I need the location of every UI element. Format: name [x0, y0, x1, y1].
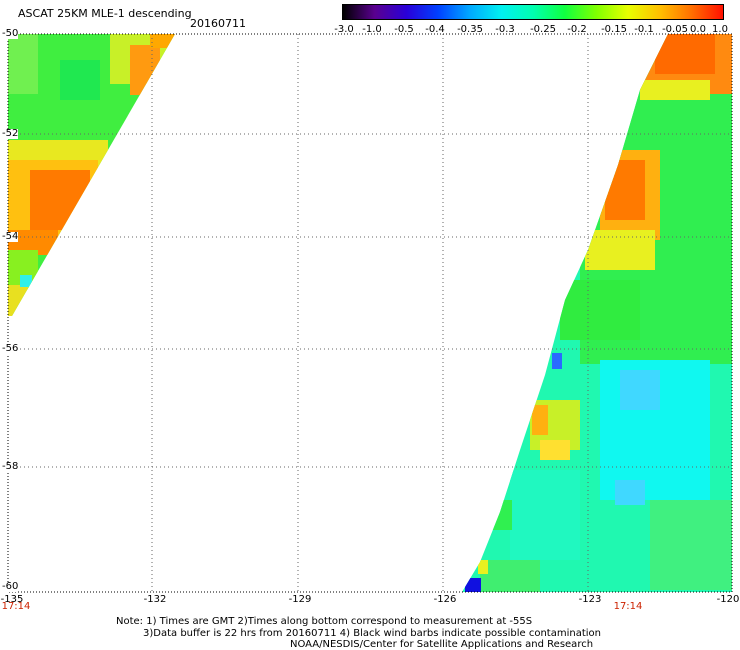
colorbar-label: 0.0	[690, 24, 706, 35]
product-date: 20160711	[190, 17, 246, 30]
colorbar-label: -0.35	[457, 24, 483, 35]
colorbar-label: -0.1	[634, 24, 654, 35]
lon-label: -135	[0, 594, 24, 605]
map-frame	[7, 33, 733, 593]
lat-label: -56	[2, 343, 19, 354]
note-line-1: Note: 1) Times are GMT 2)Times along bot…	[116, 616, 533, 627]
right-swath	[462, 34, 732, 592]
note-line-2: 3)Data buffer is 22 hrs from 20160711 4)…	[143, 628, 601, 639]
lon-label: -129	[288, 594, 312, 605]
colorbar-label: -0.3	[495, 24, 515, 35]
colorbar-label: 1.0	[712, 24, 728, 35]
colorbar-label: -3.0	[334, 24, 354, 35]
colorbar	[342, 4, 724, 20]
lon-label: -132	[143, 594, 167, 605]
colorbar-label: -0.2	[567, 24, 587, 35]
colorbar-label: -0.25	[530, 24, 556, 35]
colorbar-label: -0.5	[394, 24, 414, 35]
time-label: 17:14	[1, 601, 31, 612]
graticule	[8, 34, 732, 592]
colorbar-labels: -3.0 -1.0 -0.5 -0.4 -0.35 -0.3 -0.25 -0.…	[322, 24, 732, 36]
lon-label: -126	[433, 594, 457, 605]
lat-label: -50	[2, 28, 19, 39]
note-line-3: NOAA/NESDIS/Center for Satellite Applica…	[290, 639, 594, 650]
lat-label: -52	[2, 128, 19, 139]
colorbar-label: -1.0	[362, 24, 382, 35]
lon-label: -123	[578, 594, 602, 605]
colorbar-label: -0.4	[425, 24, 445, 35]
colorbar-label: -0.15	[601, 24, 627, 35]
colorbar-label: -0.05	[662, 24, 688, 35]
lat-label: -54	[2, 231, 19, 242]
product-title: ASCAT 25KM MLE-1 descending	[18, 7, 192, 20]
time-label: 17:14	[613, 601, 643, 612]
lon-label: -120	[716, 594, 740, 605]
lat-label: -58	[2, 461, 19, 472]
lat-label: -60	[2, 581, 19, 592]
